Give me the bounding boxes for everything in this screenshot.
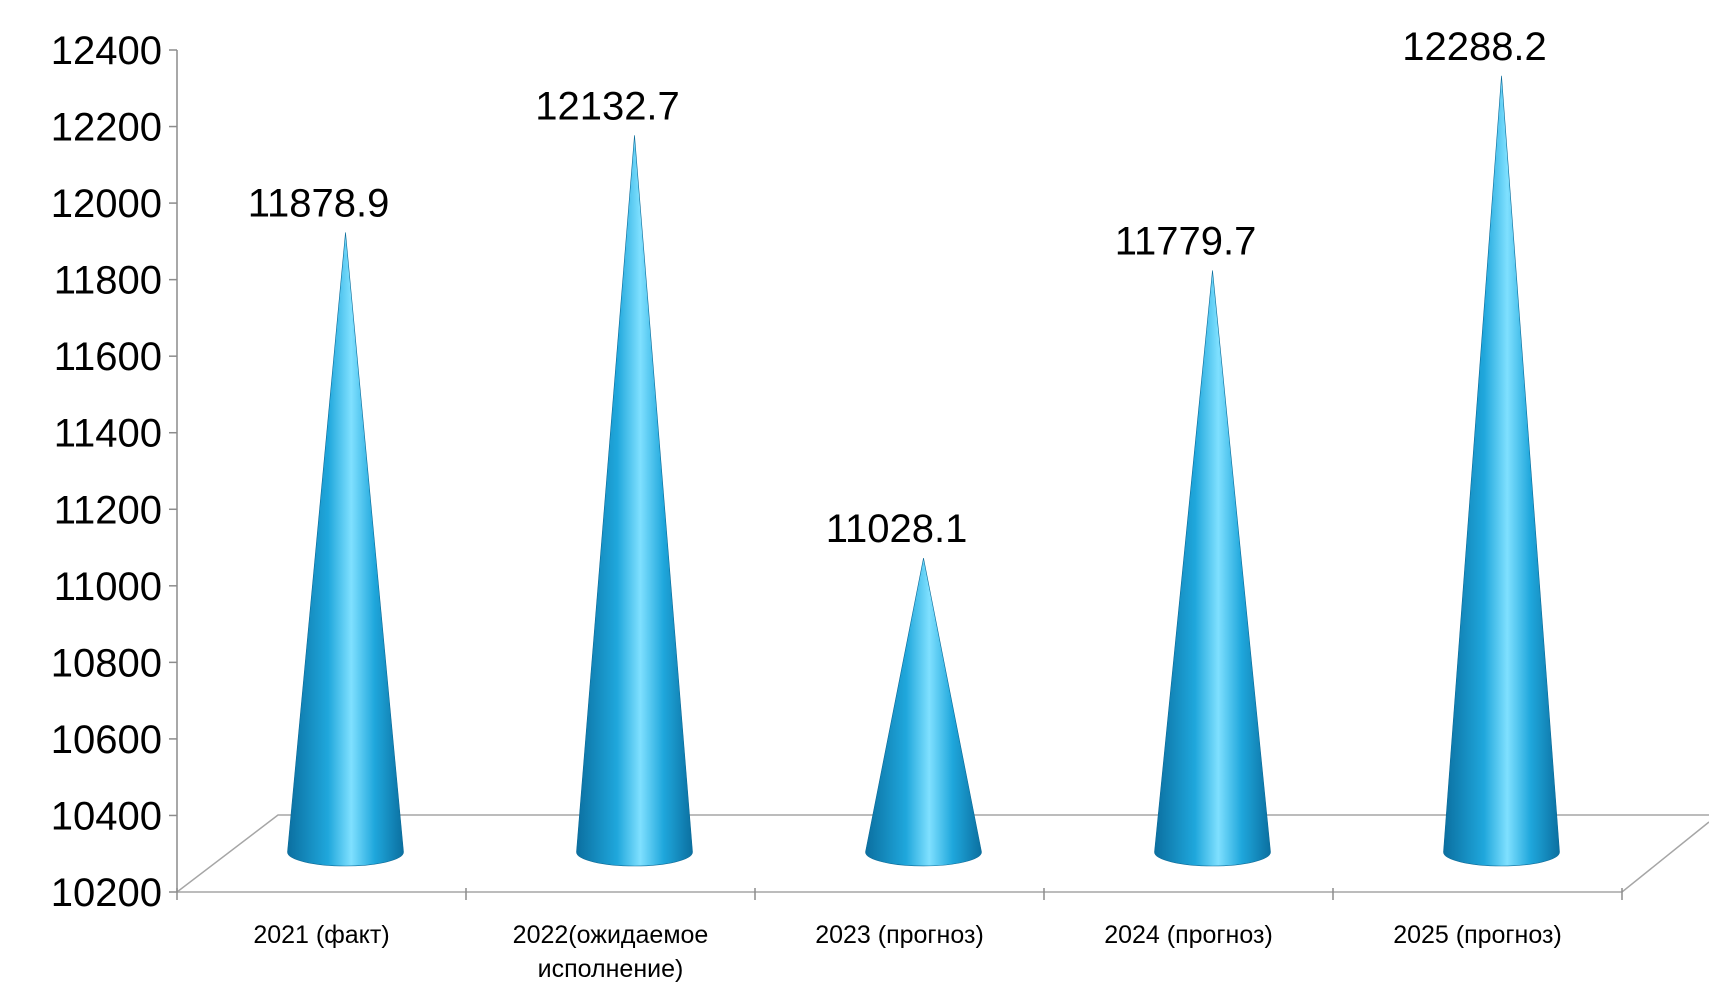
x-tick-label: 2025 (прогноз)	[1393, 921, 1562, 949]
y-tick-label: 10600	[51, 718, 162, 762]
cone-bar	[1443, 75, 1560, 867]
x-tick-label: 2024 (прогноз)	[1104, 921, 1273, 949]
y-tick-label: 11800	[54, 259, 162, 303]
x-tick-label: 2021 (факт)	[253, 921, 389, 949]
cone-bars	[287, 75, 1560, 867]
y-tick-label: 11200	[54, 488, 162, 532]
y-tick-label: 12200	[51, 106, 162, 150]
y-tick-label: 12000	[51, 182, 162, 226]
data-label: 12288.2	[1402, 25, 1547, 69]
y-tick-label: 10400	[51, 794, 162, 838]
cone-bar	[576, 135, 693, 867]
data-labels: 11878.9 12132.7 11028.1 11779.7 12288.2	[248, 25, 1547, 551]
cone-bar	[287, 232, 404, 867]
y-tick-label: 12400	[51, 29, 162, 73]
data-label: 12132.7	[535, 84, 680, 128]
x-tick-labels: 2021 (факт) 2022(ожидаемое исполнение) 2023…	[253, 921, 1561, 983]
cone-bar	[865, 558, 982, 867]
y-tick-labels: 10200 10400 10600 10800 11000 11200 11400 11600…	[51, 29, 162, 915]
value-axis	[169, 49, 1623, 900]
x-tick-label: 2022(ожидаемое исполнение)	[513, 921, 709, 983]
y-tick-label: 11400	[54, 412, 162, 456]
cone-bar	[1154, 270, 1271, 867]
y-tick-label: 11000	[54, 565, 162, 609]
data-label: 11779.7	[1115, 219, 1257, 263]
data-label: 11878.9	[248, 181, 390, 225]
data-label: 11028.1	[826, 507, 968, 551]
x-tick-label: 2023 (прогноз)	[815, 921, 984, 949]
y-tick-label: 10200	[51, 871, 162, 915]
y-tick-label: 10800	[51, 641, 162, 685]
y-tick-label: 11600	[54, 335, 162, 379]
